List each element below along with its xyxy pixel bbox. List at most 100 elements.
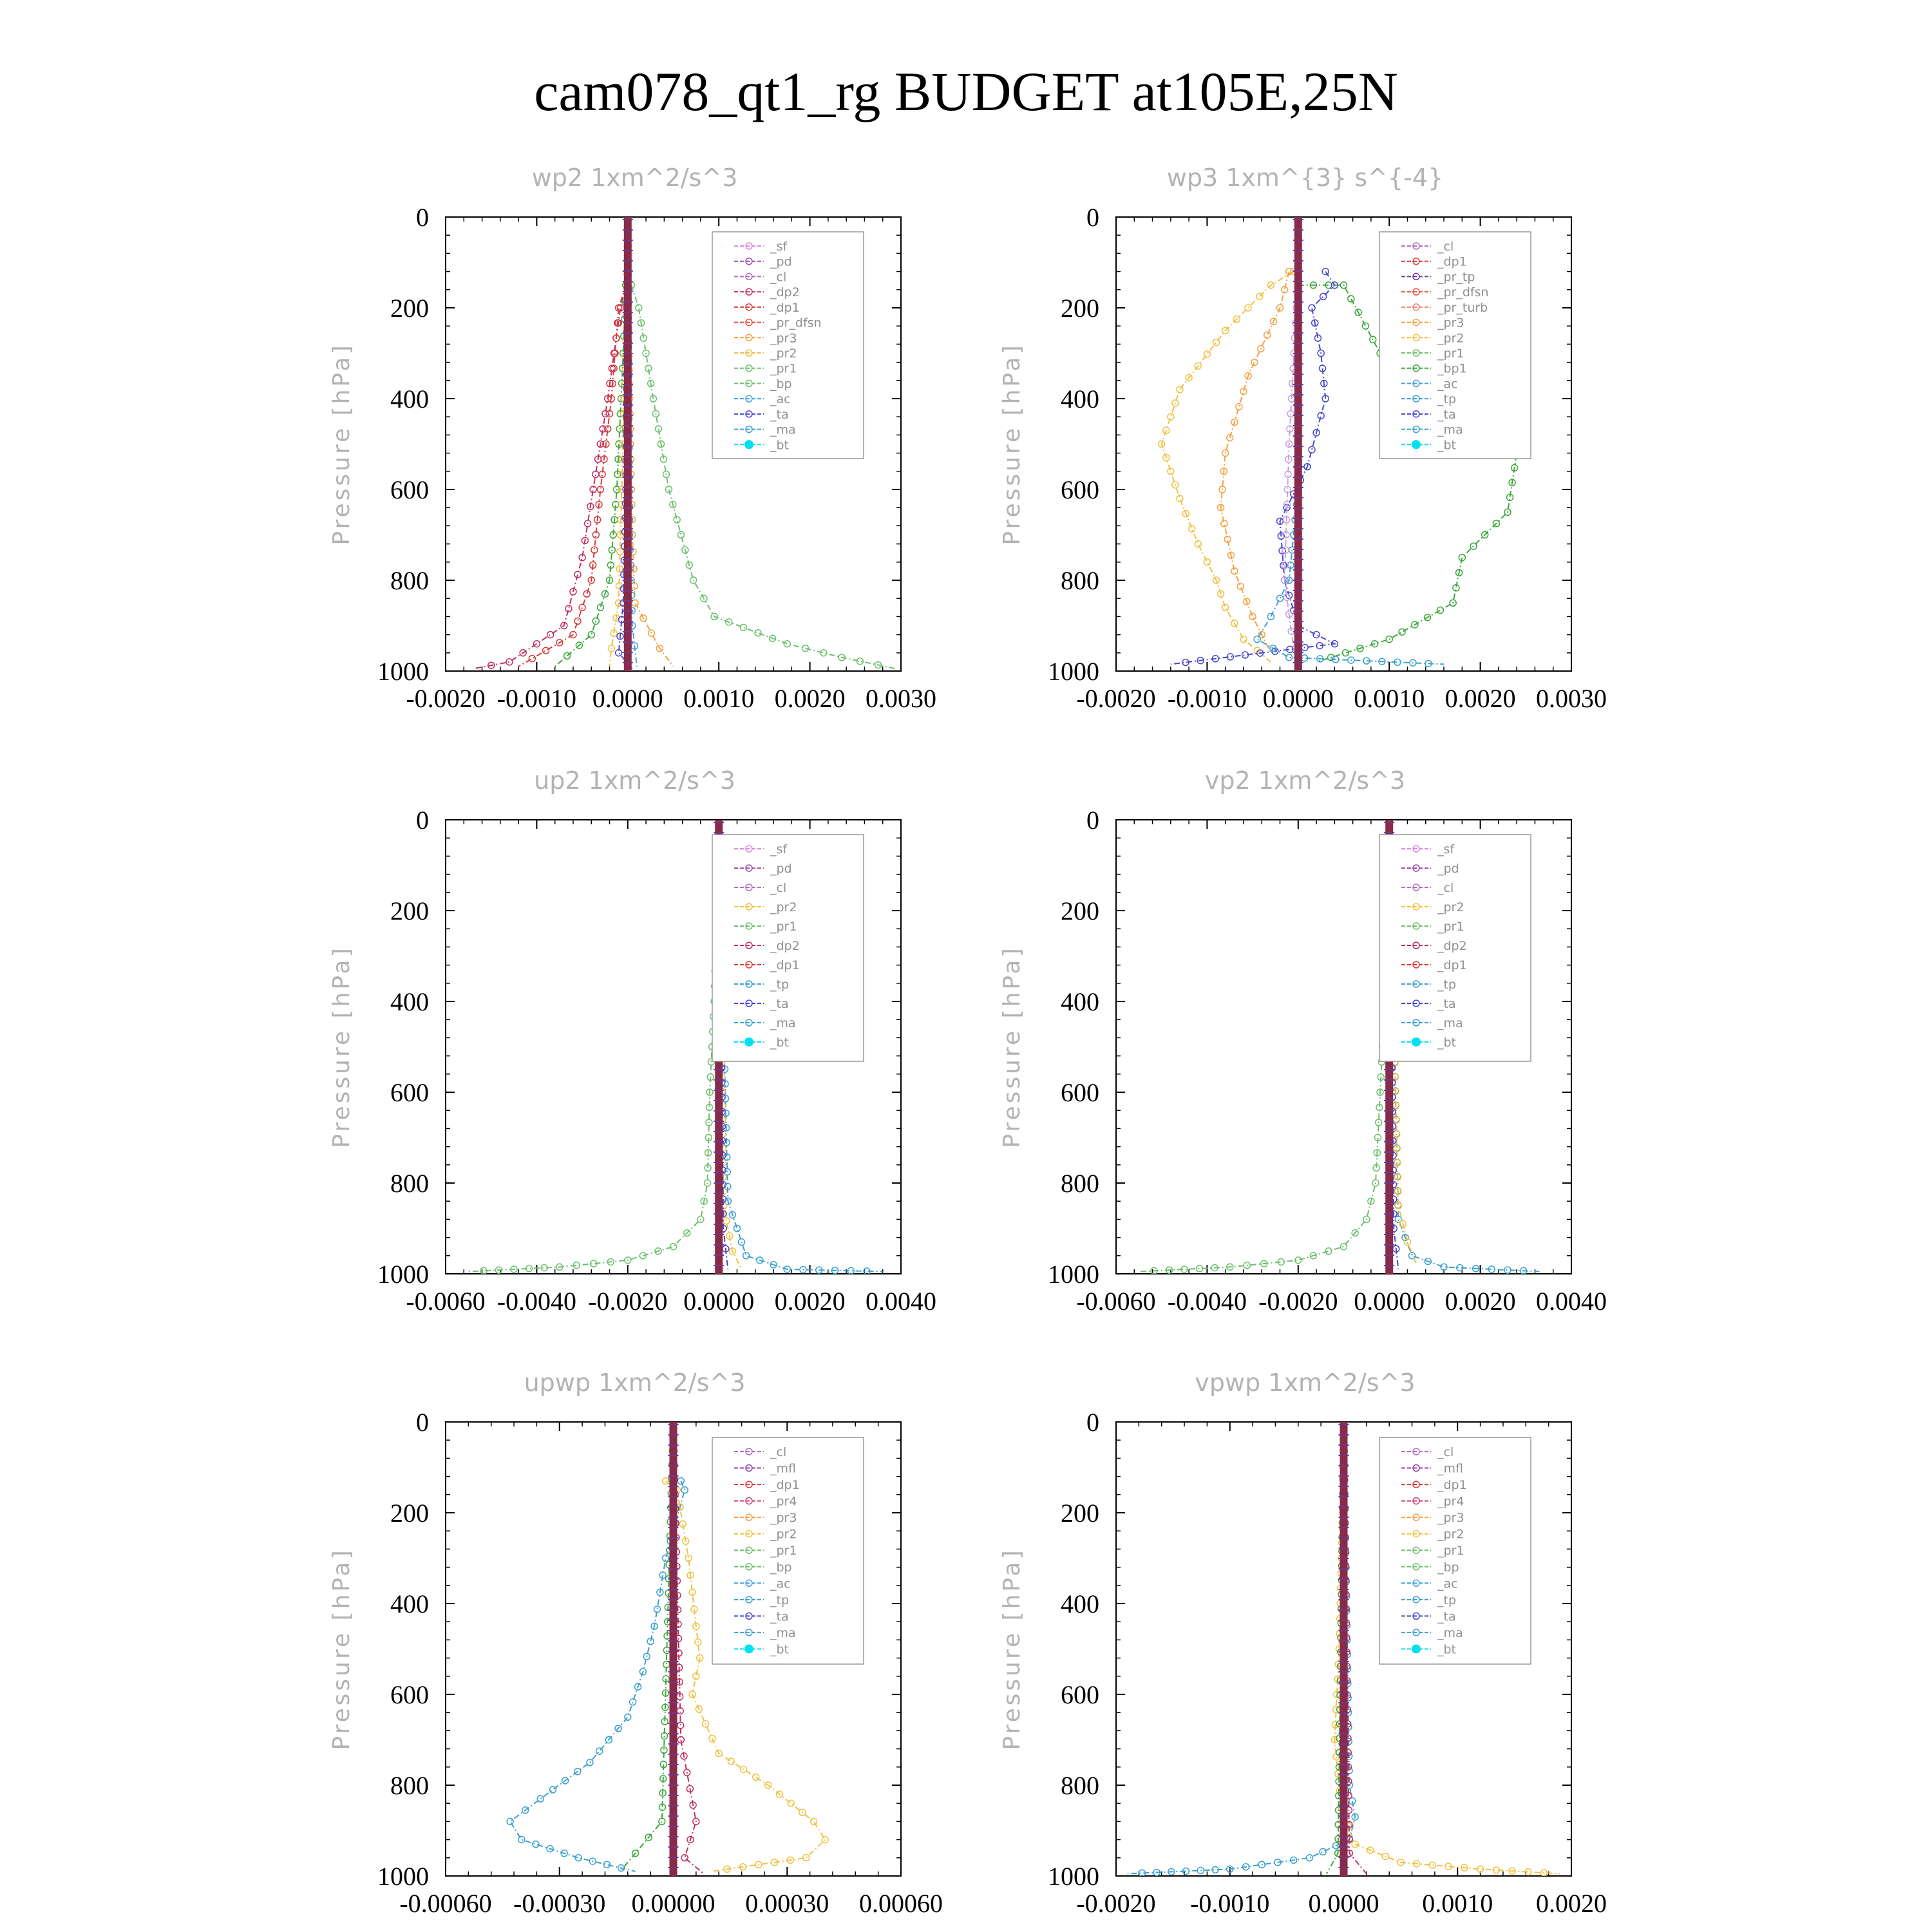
series-marker — [658, 1817, 666, 1826]
series-marker — [687, 1571, 694, 1579]
x-tick-label: -0.0060 — [1076, 1287, 1155, 1316]
series-marker — [863, 1267, 871, 1274]
legend-label: _tp — [1437, 392, 1456, 406]
series-marker — [1351, 1813, 1359, 1821]
x-tick-label: -0.00060 — [399, 1889, 491, 1918]
plot-frame — [1115, 216, 1572, 672]
series-marker — [1317, 412, 1325, 420]
series-marker — [1452, 584, 1460, 592]
series-marker — [1476, 1865, 1484, 1873]
series-marker — [681, 1537, 690, 1545]
series-marker — [1332, 1705, 1340, 1714]
series-marker — [1269, 317, 1278, 325]
legend-label: _ac — [770, 392, 791, 406]
series-marker — [1253, 635, 1261, 643]
legend-marker — [1412, 1448, 1420, 1455]
series-marker — [1540, 1869, 1548, 1876]
series-line-cl — [1283, 307, 1297, 649]
legend-label: _pr4 — [770, 1495, 797, 1509]
series-marker — [1408, 1252, 1416, 1260]
series-marker — [617, 1864, 625, 1872]
series-marker — [609, 379, 616, 388]
series-marker — [612, 614, 620, 622]
y-tick-label: 800 — [390, 566, 429, 595]
legend-marker — [1412, 922, 1420, 930]
series-marker — [589, 486, 597, 493]
series-marker — [659, 1775, 667, 1783]
series-marker — [1385, 635, 1393, 643]
series-marker — [1286, 425, 1294, 433]
legend-marker — [1412, 395, 1420, 402]
series-marker — [1440, 1263, 1448, 1271]
series-marker — [614, 319, 621, 327]
series-marker — [783, 1265, 791, 1273]
series-marker — [1347, 656, 1355, 664]
legend-marker — [1412, 440, 1421, 450]
series-marker — [727, 1757, 735, 1765]
series-line-tp — [718, 820, 883, 1273]
series-marker — [1211, 1264, 1218, 1272]
panel-title: wp3 1xm^{3} s^{-4} — [1167, 164, 1443, 192]
series-marker — [1308, 304, 1316, 312]
series-marker — [847, 1267, 855, 1274]
series-marker — [1374, 1133, 1382, 1142]
series-marker — [1287, 561, 1294, 569]
series-marker — [756, 1256, 764, 1264]
series-marker — [593, 516, 601, 524]
x-tick-label: 0.0020 — [1536, 1889, 1607, 1918]
legend-label: _pr_tp — [1437, 270, 1475, 284]
series-group — [1157, 217, 1520, 671]
y-tick-label: 1000 — [1048, 1862, 1099, 1891]
series-marker — [659, 1761, 668, 1768]
legend-marker — [1412, 349, 1420, 357]
legend-marker — [744, 1644, 753, 1654]
legend-marker — [1412, 272, 1420, 281]
legend-label: _dp2 — [1437, 939, 1467, 953]
series-marker — [1428, 1861, 1437, 1869]
series-marker — [831, 1266, 839, 1274]
series-marker — [1504, 1266, 1511, 1274]
series-marker — [600, 455, 608, 463]
series-marker — [1412, 1860, 1421, 1868]
plot-frame — [445, 819, 902, 1274]
legend-label: _pr1 — [1437, 1544, 1464, 1558]
series-marker — [1195, 1265, 1204, 1273]
series-marker — [1240, 387, 1247, 395]
legend: _cl _mfl _dp1 _pr4 _pr3 _pr2 _pr1 _bp _ac _tp _ta _… — [1379, 1437, 1531, 1665]
series-marker — [1240, 635, 1247, 643]
series-marker — [1319, 292, 1327, 301]
legend-marker — [1412, 257, 1420, 265]
series-marker — [533, 639, 541, 648]
series-marker — [1321, 395, 1329, 402]
series-marker — [614, 304, 623, 312]
legend-marker — [745, 395, 753, 402]
series-marker — [583, 520, 592, 527]
legend-label: _ta — [1437, 408, 1456, 422]
series-marker — [715, 1749, 723, 1757]
series-marker — [634, 1683, 642, 1690]
series-marker — [1263, 331, 1271, 339]
legend-box — [712, 231, 864, 459]
y-tick-label: 800 — [1061, 566, 1099, 595]
series-marker — [506, 1817, 514, 1826]
legend-marker — [745, 942, 753, 949]
series-marker — [799, 1808, 806, 1817]
legend-marker — [1412, 425, 1420, 433]
series-marker — [612, 334, 620, 342]
series-marker — [611, 349, 619, 357]
series-marker — [1409, 659, 1417, 667]
legend-marker — [745, 272, 753, 281]
legend-label: _sf — [770, 240, 788, 254]
series-marker — [589, 561, 597, 569]
legend-label: _sf — [1437, 842, 1455, 857]
series-marker — [742, 1252, 750, 1260]
legend-label: _ma — [770, 423, 796, 437]
legend-label: _ta — [770, 997, 789, 1011]
x-tick-label: 0.0030 — [1536, 684, 1607, 713]
legend-marker — [1412, 845, 1420, 853]
y-axis-label: Pressure [hPa] — [328, 1548, 355, 1750]
legend-label: _cl — [1437, 240, 1454, 254]
x-tick-label: 0.00000 — [632, 1889, 715, 1918]
series-marker — [556, 1263, 564, 1271]
chart-panel-5: upwp 1xm^2/s^3 Pressure [hPa] 0 200 400 600 80… — [328, 1368, 943, 1918]
